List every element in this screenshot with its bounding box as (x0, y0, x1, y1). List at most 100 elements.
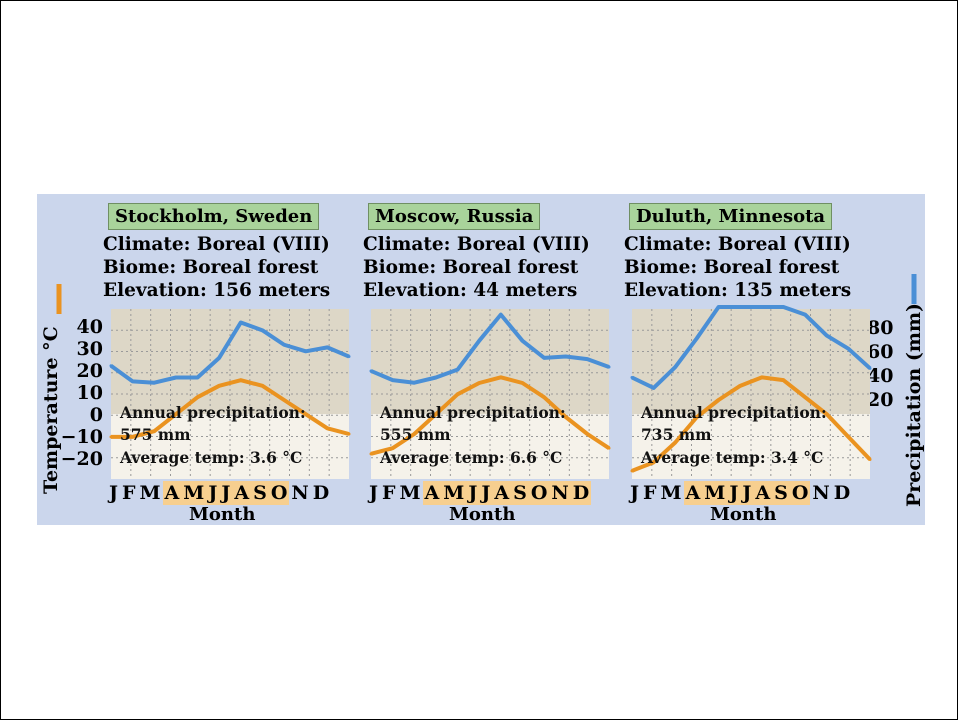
precipitation-legend-swatch (911, 274, 917, 304)
precipitation-point-O (564, 355, 568, 359)
temperature-point-M (456, 392, 460, 396)
precipitation-tick: 80 (867, 317, 894, 339)
annual-precipitation-label: Annual precipitation: (380, 403, 566, 422)
temperature-point-F (131, 435, 135, 439)
average-temp-label: Average temp: 6.6 °C (380, 448, 563, 467)
precipitation-point-J (217, 356, 221, 360)
temperature-point-O (825, 412, 829, 416)
temperature-tick: −20 (60, 448, 103, 470)
temperature-point-A (260, 384, 264, 388)
month-tick-5: J (206, 481, 220, 505)
precipitation-point-A (520, 339, 524, 343)
temperature-point-J (760, 375, 764, 379)
temperature-point-A (695, 415, 699, 419)
precipitation-point-A (434, 376, 438, 379)
plot-area: Annual precipitation: 555 mm Average temp:… (369, 309, 611, 479)
precipitation-point-S (282, 343, 286, 347)
plot-svg (109, 309, 351, 479)
precipitation-point-M (717, 305, 721, 309)
temperature-tick: 40 (76, 316, 103, 338)
temperature-point-N (325, 426, 329, 430)
month-tick-10: N (291, 482, 309, 504)
month-tick-10: N (549, 481, 571, 505)
average-temp-label: Average temp: 3.4 °C (641, 448, 824, 467)
precipitation-line (109, 320, 350, 385)
plot-upper-band (632, 309, 870, 414)
precipitation-axis-label: Precipitation (mm) (903, 302, 925, 507)
month-tick-8: S (772, 481, 790, 505)
precipitation-point-F (131, 379, 135, 383)
month-tick-1: F (122, 482, 136, 504)
month-tick-8: S (511, 481, 529, 505)
annual-precipitation-label: Annual precipitation: (120, 403, 306, 422)
month-tick-6: J (740, 481, 754, 505)
biome-text: Biome: Boreal forest (624, 257, 840, 278)
temperature-line (111, 378, 350, 439)
temperature-point-J (239, 378, 243, 382)
precipitation-point-D (868, 366, 872, 370)
temperature-point-D (868, 458, 872, 461)
temperature-point-S (282, 398, 286, 402)
month-tick-4: M (441, 481, 467, 505)
temperature-point-F (391, 446, 395, 450)
city-title: Duluth, Minnesota (629, 203, 833, 230)
precipitation-tick: 40 (867, 365, 894, 387)
plot-upper-band (111, 309, 349, 414)
temperature-point-F (652, 460, 656, 464)
elevation-text: Elevation: 156 meters (103, 280, 331, 301)
temperature-line (631, 375, 872, 473)
month-tick-2: M (399, 482, 421, 504)
temperature-point-J (738, 384, 742, 388)
precipitation-tick: 20 (867, 389, 894, 411)
precipitation-point-F (391, 378, 395, 382)
temperature-point-M (152, 429, 156, 433)
temperature-point-J (630, 469, 634, 473)
precipitation-point-J (477, 339, 481, 343)
month-tick-2: M (139, 482, 161, 504)
plot-area: Annual precipitation: 735 mm Average temp:… (630, 305, 872, 479)
temperature-tick: −10 (60, 426, 103, 448)
temperature-point-D (347, 432, 351, 436)
precipitation-point-M (456, 368, 460, 372)
plot-svg (369, 309, 611, 479)
month-tick-1: F (382, 482, 396, 504)
precipitation-point-J (630, 376, 634, 379)
temperature-point-M (717, 398, 721, 402)
climate-text: Climate: Boreal (VIII) (103, 234, 330, 255)
precipitation-line (370, 312, 610, 385)
precipitation-point-F (652, 386, 656, 390)
month-tick-3: A (422, 481, 442, 505)
x-axis-label: Month (189, 504, 256, 525)
month-tick-7: A (492, 481, 512, 505)
temperature-point-A (434, 412, 438, 416)
temperature-point-D (607, 446, 611, 450)
city-panel-duluth: Duluth, Minnesota Climate: Boreal (VIII)… (558, 194, 851, 525)
month-tick-10: N (812, 482, 830, 504)
city-panel-stockholm: Stockholm, Sweden Climate: Boreal (VIII)… (37, 194, 330, 525)
month-tick-5: J (727, 481, 741, 505)
precipitation-point-D (607, 365, 611, 369)
precipitation-point-J (738, 305, 742, 309)
month-tick-0: J (109, 482, 118, 504)
precipitation-point-N (325, 345, 329, 349)
precipitation-point-S (803, 313, 807, 317)
month-tick-0: J (369, 482, 378, 504)
temperature-point-O (564, 415, 568, 419)
month-tick-6: J (219, 481, 233, 505)
plot-area: Annual precipitation: 575 mm Average temp:… (109, 309, 351, 479)
temperature-point-O (304, 412, 308, 416)
temperature-point-N (585, 432, 589, 436)
month-tick-4: M (181, 481, 207, 505)
month-tick-2: M (660, 482, 682, 504)
temperature-legend-swatch (56, 284, 62, 314)
precipitation-point-N (846, 347, 850, 351)
precipitation-point-O (304, 349, 308, 353)
precipitation-point-J (369, 369, 373, 373)
plot-svg (630, 305, 872, 479)
precipitation-point-A (174, 376, 178, 379)
precipitation-point-M (152, 381, 156, 385)
temperature-point-A (781, 378, 785, 382)
x-axis-label: Month (449, 504, 516, 525)
